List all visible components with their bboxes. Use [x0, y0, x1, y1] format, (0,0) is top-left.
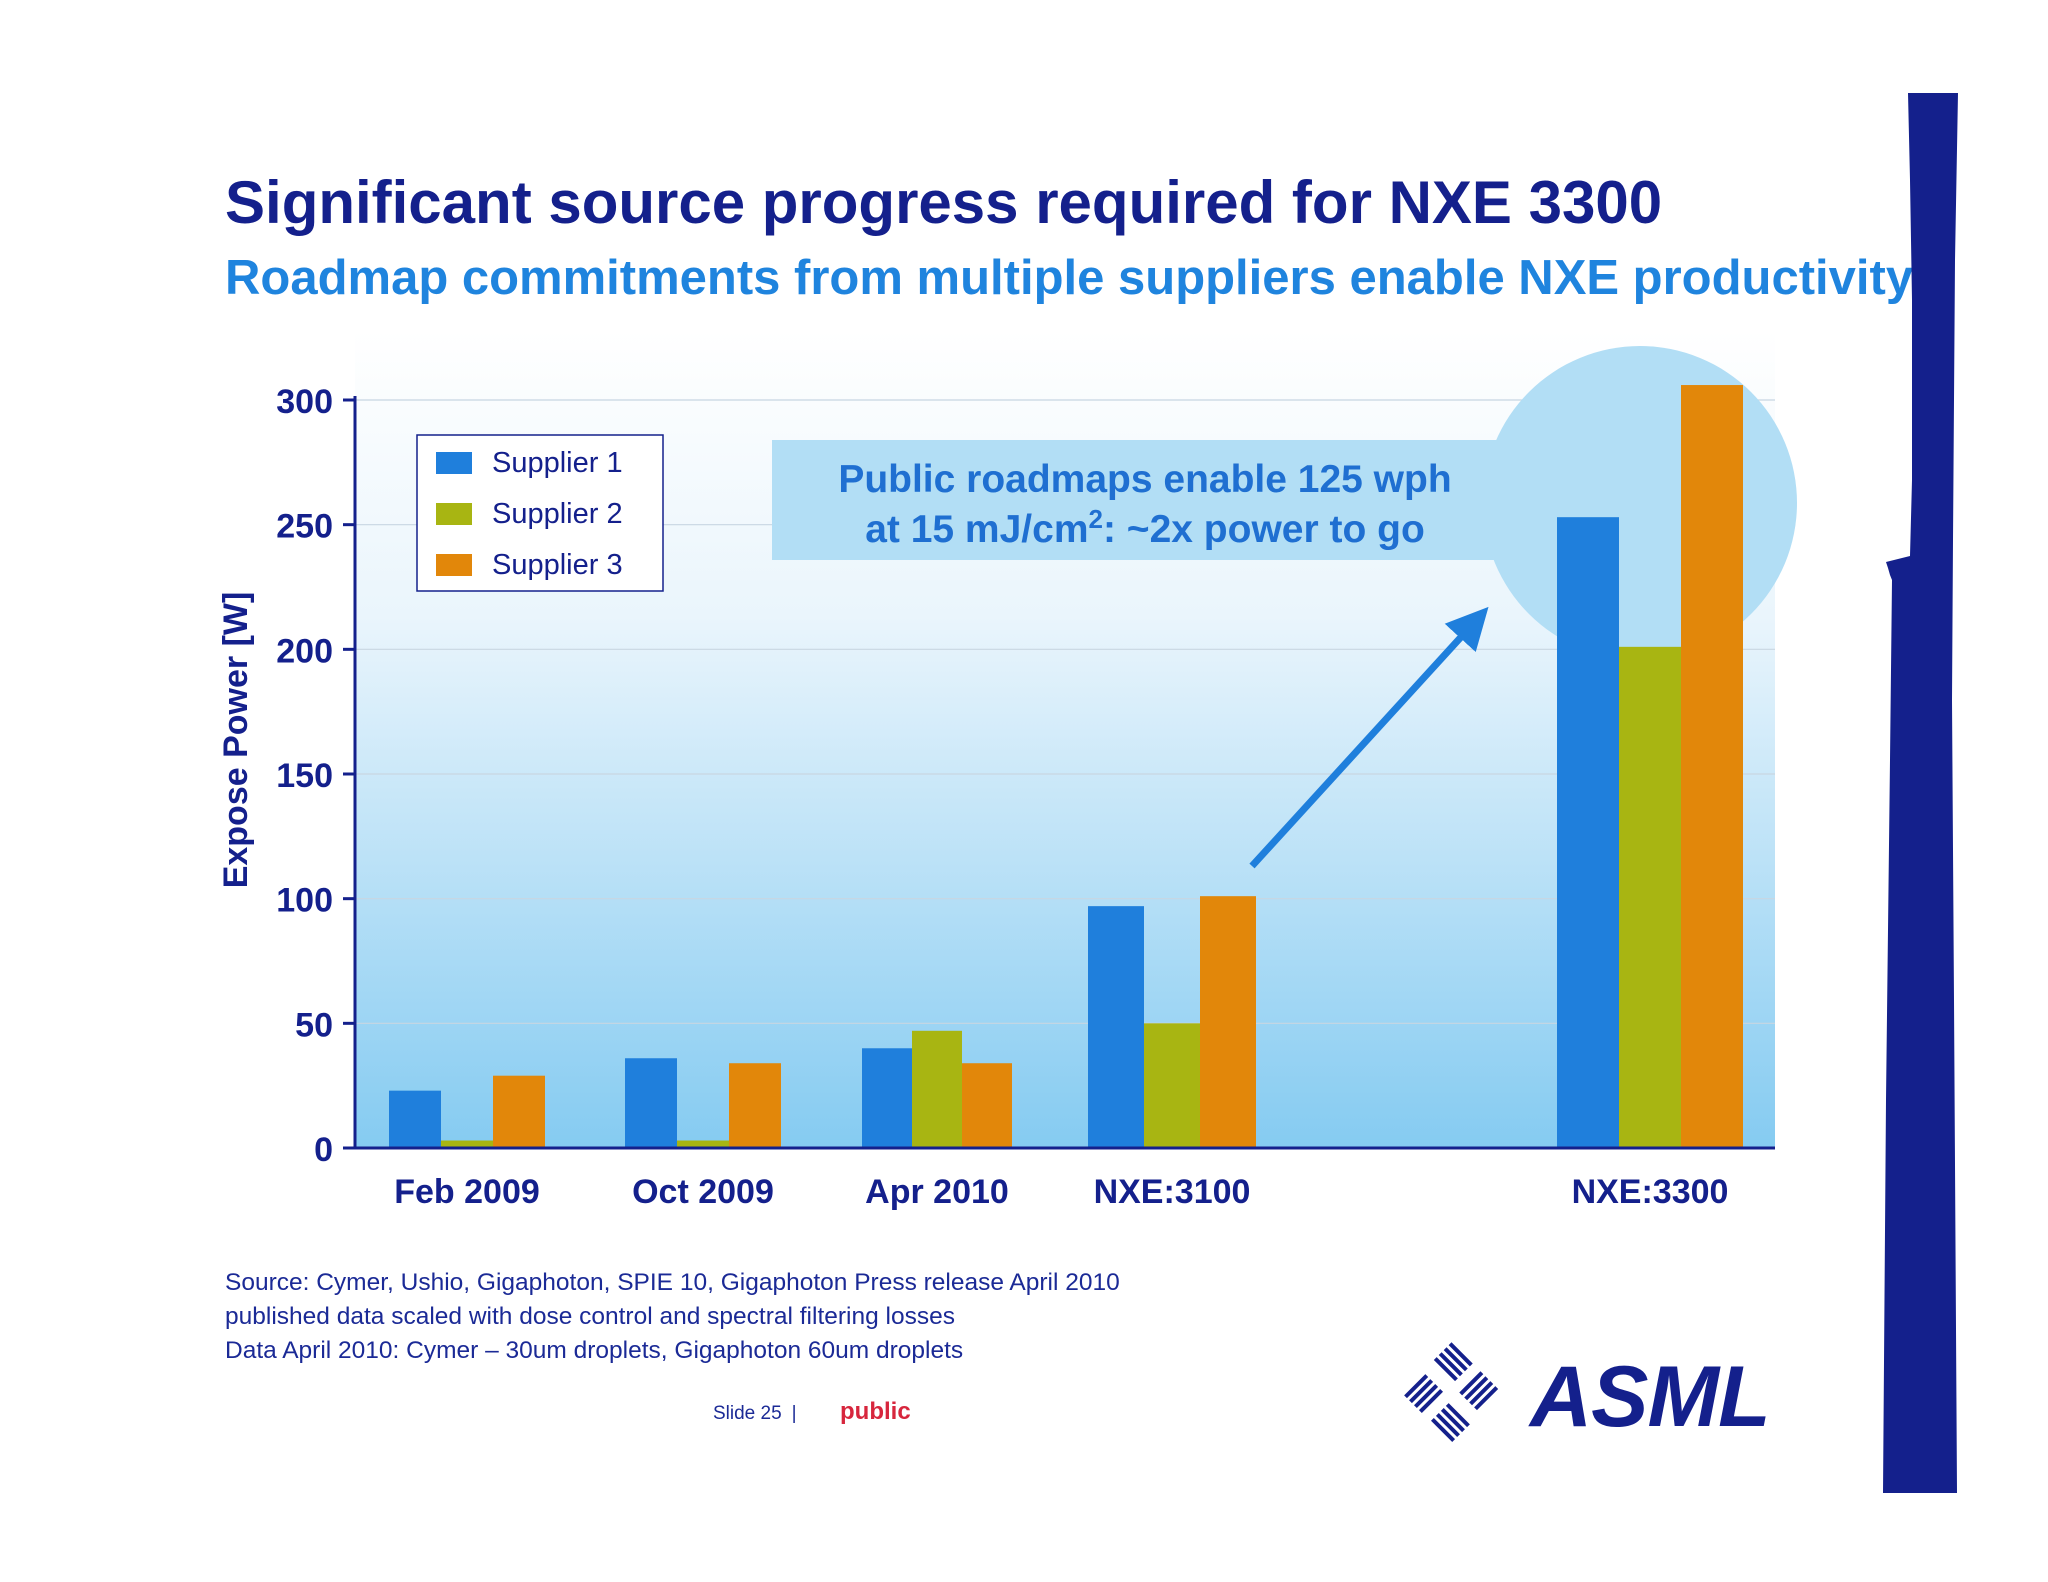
y-axis-label: Expose Power [W]	[217, 592, 255, 889]
y-tick-label: 150	[276, 757, 333, 795]
legend-label: Supplier 1	[492, 447, 623, 479]
callout-background	[772, 440, 1505, 560]
y-tick-label: 250	[276, 508, 333, 546]
y-tick-label: 300	[276, 383, 333, 421]
callout-line-2: at 15 mJ/cm2: ~2x power to go	[865, 504, 1425, 551]
slide-number: Slide 25 |	[713, 1403, 805, 1425]
bar	[1681, 385, 1743, 1148]
source-line: Source: Cymer, Ushio, Gigaphoton, SPIE 1…	[225, 1269, 1120, 1296]
bar	[962, 1063, 1012, 1148]
asml-logo-text: ASML	[1530, 1349, 1771, 1445]
classification-label: public	[840, 1398, 911, 1425]
bar	[1557, 517, 1619, 1148]
bar	[677, 1140, 729, 1148]
axes: 0 50 100 150 200 250 300 Feb 2009 Oct 2009 Apr 20…	[276, 383, 1775, 1211]
bar	[1144, 1023, 1200, 1148]
legend-swatch	[436, 503, 472, 525]
source-notes: Source: Cymer, Ushio, Gigaphoton, SPIE 1…	[225, 1266, 1120, 1368]
bar	[912, 1030, 962, 1148]
slide-subtitle: Roadmap commitments from multiple suppli…	[225, 251, 1914, 305]
highlight-circle	[1483, 346, 1797, 660]
bar	[862, 1048, 912, 1148]
source-line: published data scaled with dose control …	[225, 1303, 955, 1330]
chart-legend: Supplier 1 Supplier 2 Supplier 3	[416, 434, 664, 592]
y-tick-label: 0	[314, 1131, 333, 1169]
bar	[625, 1058, 677, 1148]
x-tick-label: Apr 2010	[865, 1173, 1009, 1211]
bar	[1088, 906, 1144, 1148]
bar	[729, 1063, 781, 1148]
footer-separator: |	[791, 1403, 797, 1424]
x-tick-label: NXE:3300	[1572, 1173, 1729, 1211]
bar	[493, 1075, 545, 1148]
slide-title: Significant source progress required for…	[225, 169, 1663, 236]
x-tick-label: NXE:3100	[1094, 1173, 1251, 1211]
x-tick-label: Oct 2009	[632, 1173, 774, 1211]
legend-swatch	[436, 452, 472, 474]
callout-box: Public roadmaps enable 125 wph at 15 mJ/…	[772, 440, 1505, 560]
x-tick-label: Feb 2009	[394, 1173, 540, 1211]
slide-label: Slide 25	[713, 1403, 782, 1424]
y-tick-label: 100	[276, 882, 333, 920]
y-tick-label: 50	[295, 1006, 333, 1044]
bar	[389, 1090, 441, 1148]
bars	[389, 385, 1743, 1148]
bar	[1619, 646, 1681, 1148]
callout-line-1: Public roadmaps enable 125 wph	[838, 458, 1451, 501]
bar	[1200, 896, 1256, 1148]
trend-arrow	[1249, 606, 1489, 869]
source-line: Data April 2010: Cymer – 30um droplets, …	[225, 1337, 964, 1364]
legend-label: Supplier 2	[492, 498, 623, 530]
y-tick-label: 200	[276, 632, 333, 670]
bar	[441, 1140, 493, 1148]
legend-swatch	[436, 554, 472, 576]
legend-label: Supplier 3	[492, 549, 623, 581]
asml-logo-icon	[1404, 1342, 1499, 1442]
